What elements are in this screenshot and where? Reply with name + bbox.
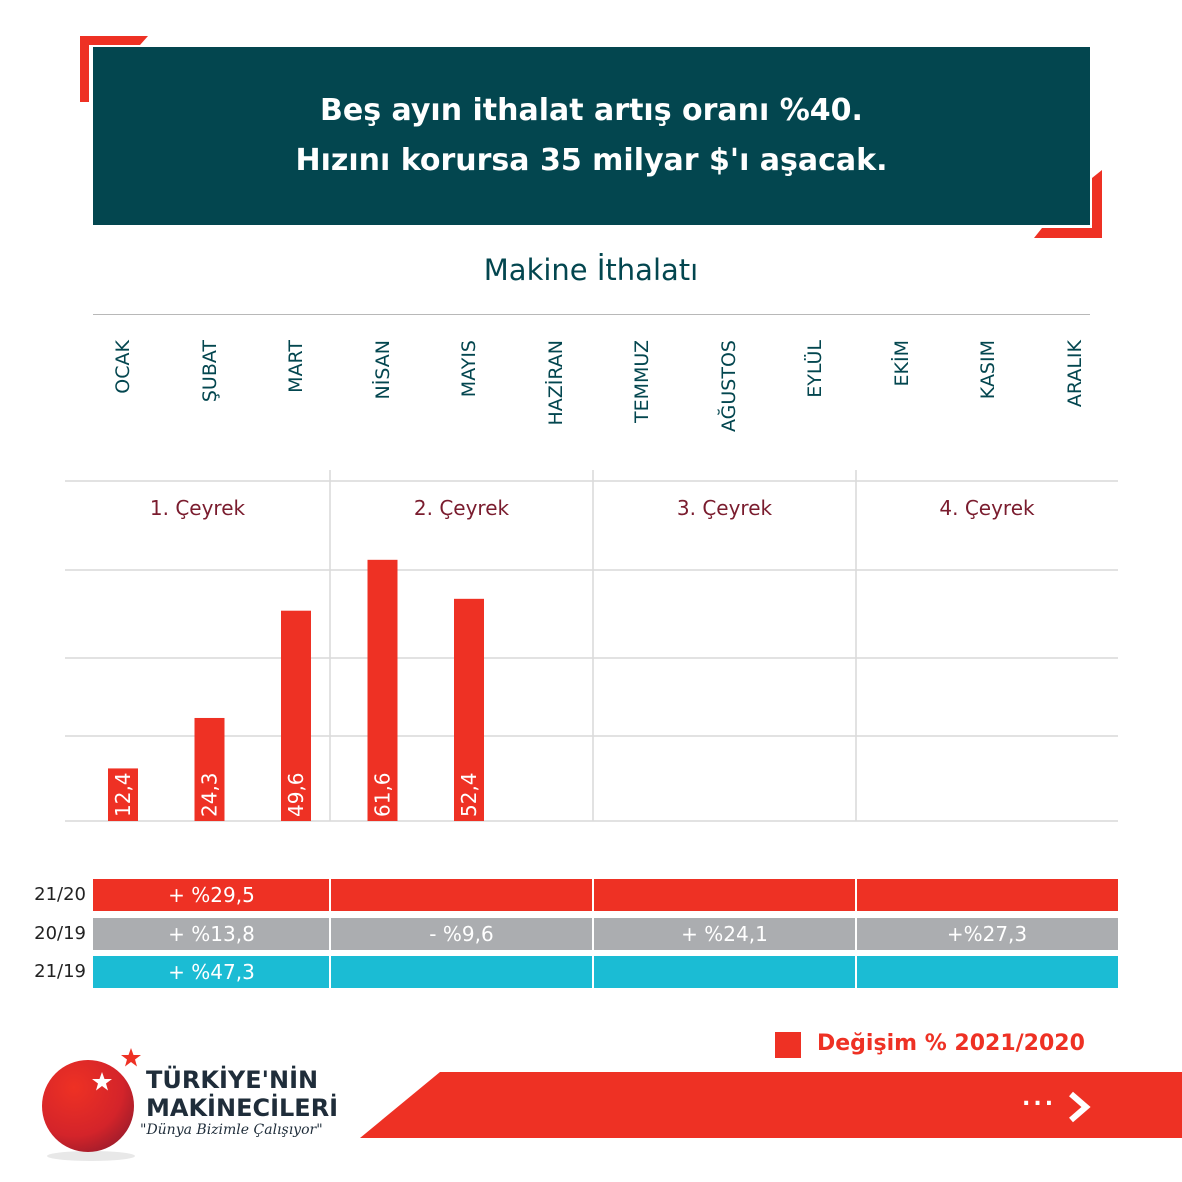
brand-logo-icon bbox=[42, 1048, 141, 1161]
chevron-right-icon[interactable] bbox=[1066, 1090, 1092, 1124]
table-separator bbox=[592, 879, 594, 911]
headline-line-1: Beş ayın ithalat artış oranı %40. bbox=[320, 93, 863, 128]
table-cell: + %13,8 bbox=[93, 918, 330, 950]
quarter-label: 4. Çeyrek bbox=[939, 496, 1035, 520]
bar-ni̇san bbox=[367, 559, 398, 821]
month-label: EYLÜL bbox=[804, 340, 826, 398]
quarter-label: 3. Çeyrek bbox=[676, 496, 773, 520]
bar-ocak bbox=[108, 768, 138, 821]
bar-value-label: 49,6 bbox=[284, 772, 308, 817]
month-label: OCAK bbox=[112, 340, 134, 394]
table-cell bbox=[330, 956, 593, 988]
table-separator bbox=[855, 918, 857, 950]
next-banner[interactable] bbox=[360, 1072, 1182, 1138]
table-separator bbox=[329, 918, 331, 950]
bar-value-label: 12,4 bbox=[111, 772, 135, 817]
bar-value-label: 61,6 bbox=[371, 772, 395, 817]
bar-value-label: 52,4 bbox=[457, 772, 481, 817]
table-cell bbox=[593, 956, 856, 988]
table-cell bbox=[856, 956, 1118, 988]
title-divider bbox=[93, 314, 1090, 315]
table-cell: +%27,3 bbox=[856, 918, 1118, 950]
table-separator bbox=[329, 956, 331, 988]
table-separator bbox=[855, 956, 857, 988]
table-cell bbox=[330, 879, 593, 911]
bar-chart: 12,4 24,3 49,6 61,6 52,4 bbox=[65, 470, 1118, 822]
table-separator bbox=[592, 956, 594, 988]
legend-label: Değişim % 2021/2020 bbox=[817, 1031, 1085, 1056]
table-separator bbox=[329, 879, 331, 911]
brand-name-line-1: TÜRKİYE'NİN bbox=[146, 1066, 319, 1094]
month-label: ŞUBAT bbox=[198, 340, 221, 403]
bar-şubat bbox=[194, 717, 225, 821]
row-label: 20/19 bbox=[34, 923, 86, 944]
row-label: 21/20 bbox=[34, 884, 86, 905]
bar-mayis bbox=[454, 598, 484, 821]
legend-swatch bbox=[775, 1032, 801, 1058]
quarter-label: 1. Çeyrek bbox=[149, 496, 246, 520]
header-corner-accent-left bbox=[80, 36, 148, 102]
bar-mart bbox=[281, 610, 311, 821]
headline-banner: Beş ayın ithalat artış oranı %40. Hızını… bbox=[93, 47, 1090, 225]
table-separator bbox=[855, 879, 857, 911]
month-label: MART bbox=[285, 340, 307, 393]
month-label: ARALIK bbox=[1063, 340, 1086, 408]
month-label: HAZİRAN bbox=[544, 340, 567, 426]
more-dots[interactable]: ... bbox=[1022, 1086, 1057, 1111]
table-cell: + %47,3 bbox=[93, 956, 330, 988]
table-cell: - %9,6 bbox=[330, 918, 593, 950]
table-cell bbox=[856, 879, 1118, 911]
row-label: 21/19 bbox=[34, 961, 86, 982]
month-label: EKİM bbox=[890, 340, 913, 387]
brand-slogan: "Dünya Bizimle Çalışıyor" bbox=[140, 1122, 323, 1138]
month-label: AĞUSTOS bbox=[717, 340, 740, 432]
headline-line-2: Hızını korursa 35 milyar $'ı aşacak. bbox=[295, 143, 888, 178]
brand-name: TÜRKİYE'NİN MAKİNECİLERİ bbox=[146, 1066, 338, 1122]
table-cell: + %24,1 bbox=[593, 918, 856, 950]
header-corner-accent-right bbox=[1034, 170, 1102, 238]
month-label: TEMMUZ bbox=[631, 340, 653, 423]
table-separator bbox=[592, 918, 594, 950]
month-label: MAYIS bbox=[458, 340, 480, 398]
brand-name-line-2: MAKİNECİLERİ bbox=[146, 1094, 339, 1122]
quarter-label: 2. Çeyrek bbox=[413, 496, 510, 520]
chart-title: Makine İthalatı bbox=[483, 253, 699, 287]
table-cell: + %29,5 bbox=[93, 879, 330, 911]
month-label: KASIM bbox=[977, 340, 999, 400]
bar-value-label: 24,3 bbox=[198, 772, 222, 817]
table-cell bbox=[593, 879, 856, 911]
month-label: NİSAN bbox=[371, 340, 394, 400]
